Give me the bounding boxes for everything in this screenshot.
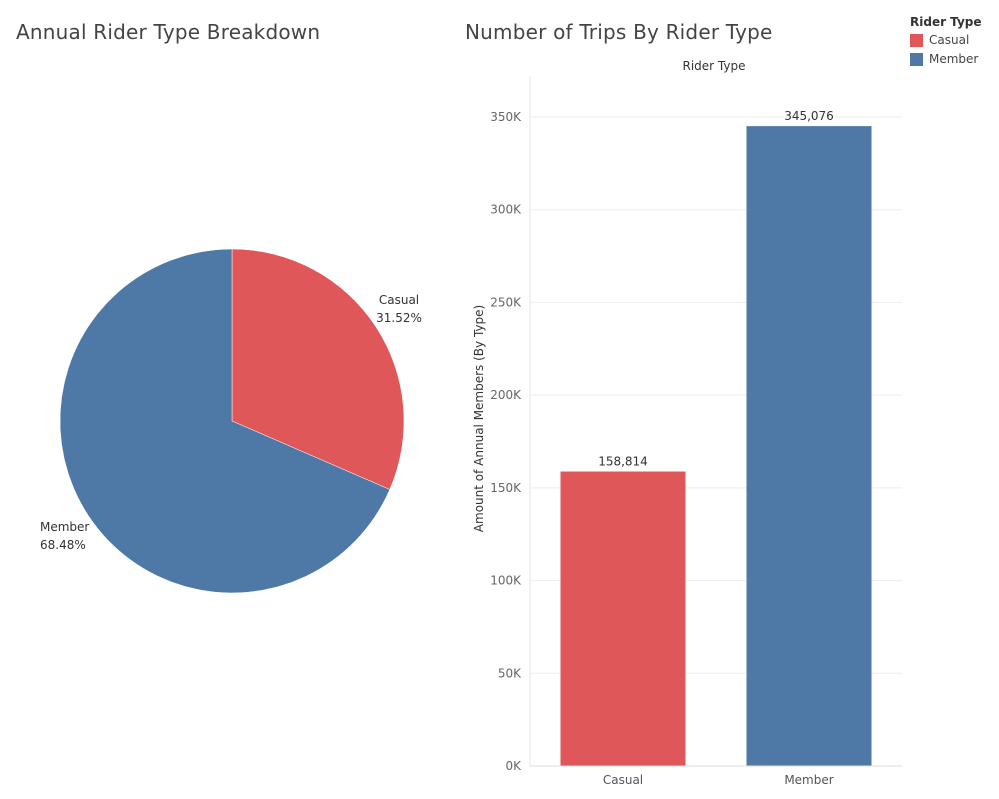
legend-swatch-member [910,52,923,66]
pie-value-label-member: 68.48% [40,538,86,552]
y-tick-label: 150K [490,481,522,495]
legend-label-member: Member [929,52,979,66]
legend-swatch-casual [910,33,923,47]
y-tick-label: 300K [490,203,522,217]
legend: Rider Type Casual Member [910,15,982,71]
bar-chart: Rider Type 0K 50K 100K 150K 200K 250K 300K 350K A… [472,59,902,787]
bar-casual[interactable] [560,471,686,766]
legend-title: Rider Type [910,15,982,29]
x-tick-label-member: Member [784,773,833,787]
legend-item-casual[interactable]: Casual [910,33,982,47]
pie-slice-member[interactable] [59,248,391,594]
y-tick-label: 100K [490,574,522,588]
pie-chart-title: Annual Rider Type Breakdown [16,20,321,44]
y-tick-label: 200K [490,388,522,402]
pie-slice-casual[interactable] [231,248,405,490]
bar-value-label-casual: 158,814 [598,455,648,469]
y-tick-label: 50K [498,666,522,680]
pie-chart: Casual 31.52% Member 68.48% [40,248,422,594]
bar-value-label-member: 345,076 [784,109,834,123]
bar-chart-title: Number of Trips By Rider Type [465,20,773,44]
x-tick-label-casual: Casual [603,773,643,787]
pie-label-member: Member [40,520,89,534]
legend-item-member[interactable]: Member [910,52,982,66]
bar-chart-header: Rider Type [683,59,746,73]
y-tick-label: 250K [490,295,522,309]
y-tick-label: 350K [490,110,522,124]
y-axis-label: Amount of Annual Members (By Type) [472,305,486,532]
bar-member[interactable] [746,126,872,767]
pie-label-casual: Casual [379,293,419,307]
y-tick-label: 0K [505,759,522,773]
pie-value-label-casual: 31.52% [376,311,422,325]
legend-label-casual: Casual [929,33,970,47]
